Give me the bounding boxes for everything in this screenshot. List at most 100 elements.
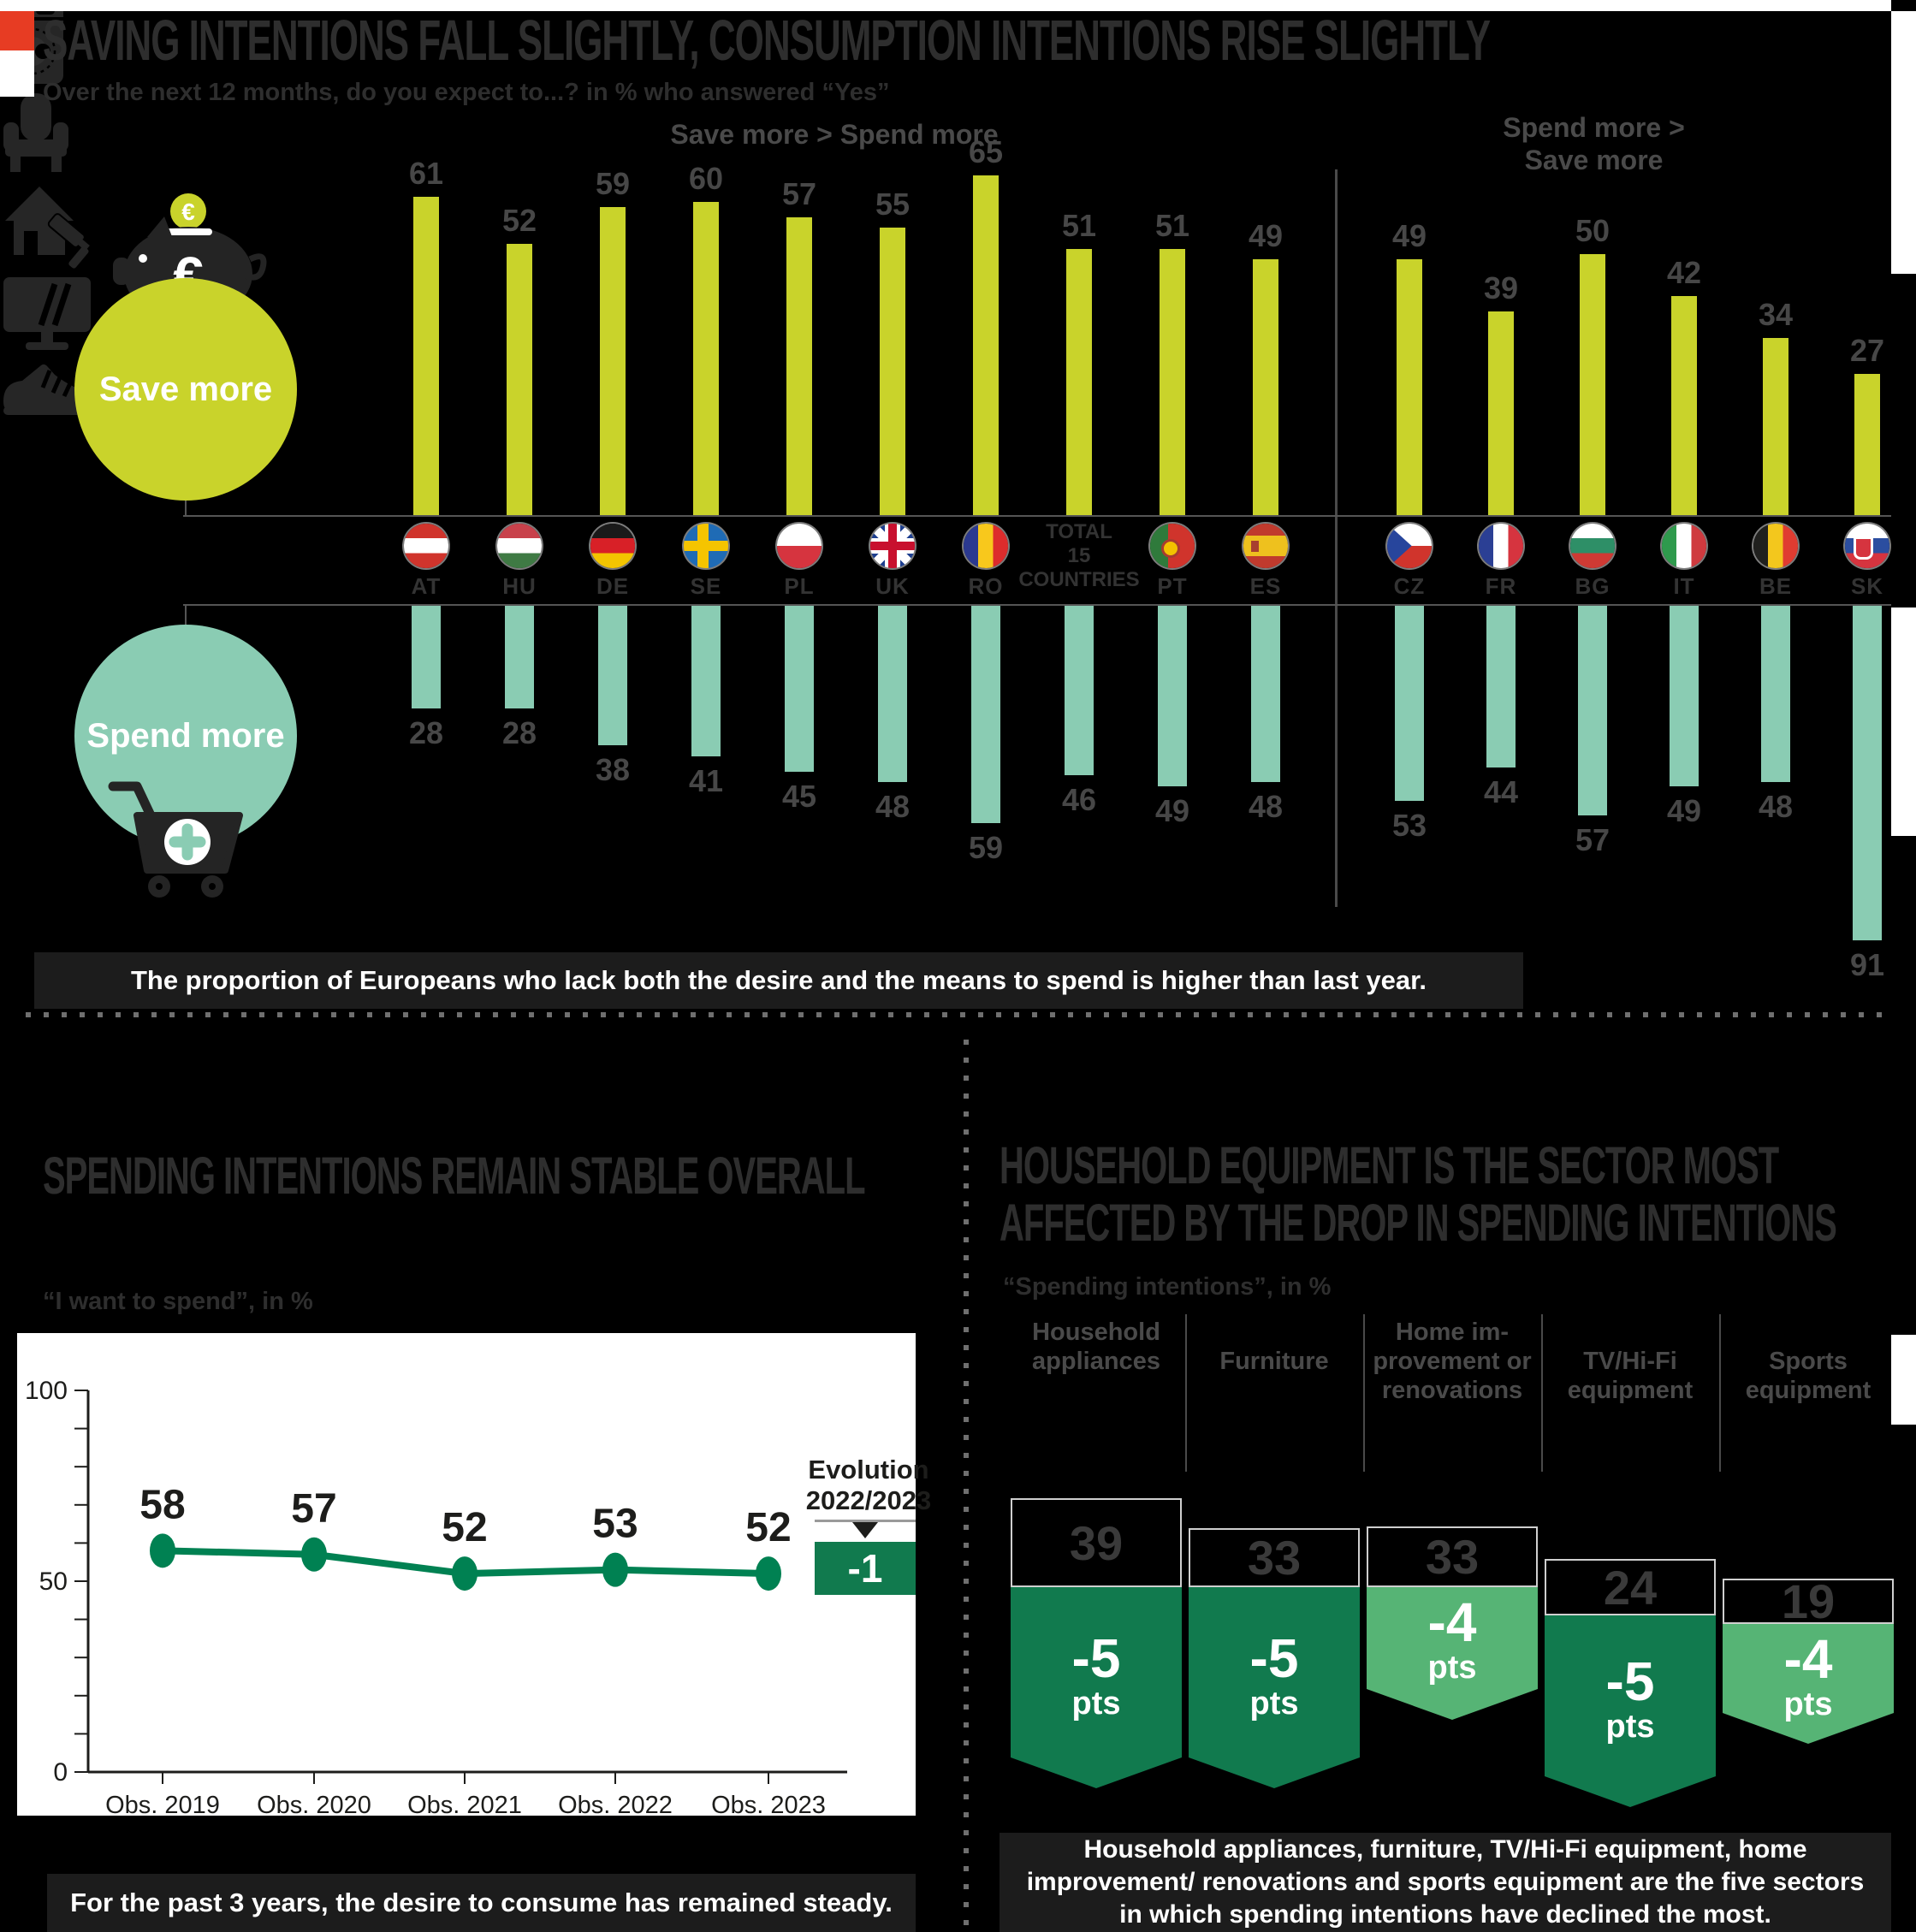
- save-bar-fr: [1488, 311, 1514, 515]
- country-code-hu: HU: [502, 573, 537, 599]
- y-tick-label-50: 50: [39, 1568, 68, 1596]
- hu-flag-icon: [497, 524, 542, 568]
- spend-value-uk: 48: [875, 789, 911, 824]
- sector-value-box-1: 33: [1189, 1528, 1360, 1587]
- save-bar-sk: [1854, 374, 1880, 515]
- spend-value-pl: 45: [781, 779, 817, 814]
- data-point-Obs-2021: [452, 1556, 478, 1591]
- save-bar-hu: [507, 244, 532, 515]
- uk-flag-icon: [870, 524, 915, 568]
- spend-value-bg: 57: [1575, 822, 1611, 857]
- save-value-be: 34: [1758, 297, 1794, 332]
- country-code-fr: FR: [1485, 573, 1517, 599]
- spend-value-sk: 91: [1849, 947, 1885, 982]
- save-bar-ro: [973, 175, 999, 515]
- vertical-separator: [964, 1040, 969, 1932]
- save-value-hu: 52: [501, 203, 537, 238]
- sector-delta-ribbon-0: -5 pts: [1011, 1587, 1182, 1788]
- sector-icon-armchair: [0, 90, 1916, 180]
- country-code-be: BE: [1759, 573, 1793, 599]
- point-value-1: 57: [291, 1486, 336, 1532]
- sector-header-1: Furniture: [1219, 1348, 1329, 1375]
- bottom-left-note-bar: For the past 3 years, the desire to cons…: [47, 1874, 916, 1932]
- sector-icon-home-improvement: [0, 180, 1916, 274]
- save-value-at: 61: [408, 156, 444, 191]
- home-improvement-icon: [5, 187, 90, 269]
- spend-more-bubble: Spend more: [74, 625, 297, 847]
- spend-value-at: 28: [408, 715, 444, 750]
- page-margin-right-3: [1891, 1335, 1916, 1425]
- bottom-right-title-line1: HOUSEHOLD EQUIPMENT IS THE SECTOR MOST: [1000, 1138, 1779, 1195]
- horizontal-separator: [26, 1012, 1891, 1017]
- sector-value-box-0: 39: [1011, 1498, 1182, 1587]
- bottom-right-title-line2: AFFECTED BY THE DROP IN SPENDING INTENTI…: [1000, 1194, 1837, 1253]
- data-point-Obs-2020: [301, 1537, 327, 1572]
- x-label-1: Obs. 2020: [257, 1792, 371, 1816]
- y-tick-label-0: 0: [53, 1758, 68, 1787]
- spend-bar-hu: [505, 606, 534, 708]
- spend-value-total: 46: [1061, 782, 1097, 817]
- country-code-es: ES: [1249, 573, 1282, 599]
- save-value-uk: 55: [875, 187, 911, 222]
- delta-unit: pts: [1605, 1709, 1655, 1745]
- bottom-right-title: HOUSEHOLD EQUIPMENT IS THE SECTOR MOST A…: [1000, 1138, 1837, 1253]
- spend-value-cz: 53: [1391, 808, 1427, 843]
- save-more-bubble: Save more: [74, 278, 297, 501]
- country-code-at: AT: [411, 573, 442, 599]
- page-margin-right-2: [1891, 607, 1916, 836]
- point-value-0: 58: [139, 1482, 185, 1527]
- tv-icon: [3, 277, 91, 350]
- save-bar-cz: [1397, 259, 1422, 515]
- country-code-sk: SK: [1850, 573, 1884, 599]
- band-line-bottom: [183, 604, 1891, 606]
- sector-icon-tv: [0, 274, 1916, 357]
- delta-value: -4: [1427, 1591, 1477, 1653]
- bottom-left-title: SPENDING INTENTIONS REMAIN STABLE OVERAL…: [43, 1148, 866, 1206]
- sector-value-box-2: 33: [1367, 1526, 1538, 1587]
- save-value-sk: 27: [1849, 333, 1885, 368]
- spend-value-fr: 44: [1483, 774, 1519, 809]
- sector-header-0: Household appliances: [1032, 1319, 1160, 1375]
- save-value-pl: 57: [781, 176, 817, 211]
- sector-divider-0: [1185, 1314, 1187, 1472]
- spend-bar-uk: [878, 606, 907, 782]
- spend-bar-de: [598, 606, 627, 745]
- save-value-bg: 50: [1575, 213, 1611, 248]
- spend-bar-se: [691, 606, 721, 756]
- save-bar-bg: [1580, 254, 1605, 515]
- at-flag-icon: [404, 524, 448, 568]
- spend-bar-at: [412, 606, 441, 708]
- save-value-fr: 39: [1483, 270, 1519, 305]
- evolution-value-badge: -1: [815, 1542, 916, 1595]
- shopping-cart-icon: [108, 781, 243, 898]
- point-value-3: 53: [592, 1502, 638, 1547]
- delta-unit: pts: [1071, 1685, 1121, 1722]
- spend-bar-ro: [971, 606, 1000, 823]
- sector-divider-3: [1719, 1314, 1721, 1472]
- delta-unit: pts: [1249, 1685, 1299, 1722]
- save-bar-se: [693, 202, 719, 515]
- top-note-bar: The proportion of Europeans who lack bot…: [34, 952, 1523, 1009]
- svg-text:€: €: [181, 199, 195, 225]
- country-code-de: DE: [596, 573, 630, 599]
- delta-value: -5: [1605, 1650, 1655, 1712]
- x-label-0: Obs. 2019: [105, 1792, 220, 1816]
- save-bar-pt: [1160, 249, 1185, 515]
- sector-delta-ribbon-1: -5 pts: [1189, 1587, 1360, 1788]
- spend-value-de: 38: [595, 752, 631, 787]
- spend-value-it: 49: [1666, 793, 1702, 828]
- delta-value: -5: [1071, 1627, 1121, 1689]
- sector-decline-chart: Household appliances 39 -5 pts Furniture 33 -5 p…: [0, 0, 1916, 423]
- down-arrow-icon: [852, 1522, 878, 1538]
- spend-value-es: 48: [1248, 789, 1284, 824]
- cz-flag-icon: [1387, 524, 1432, 568]
- save-bubble-stem: [185, 499, 187, 515]
- delta-unit: pts: [1783, 1686, 1833, 1722]
- save-value-es: 49: [1248, 218, 1284, 253]
- point-value-2: 52: [442, 1505, 487, 1550]
- evolution-rule: [815, 1520, 916, 1522]
- spend-bar-it: [1670, 606, 1699, 786]
- spend-bar-pt: [1158, 606, 1187, 786]
- save-bar-be: [1763, 338, 1788, 515]
